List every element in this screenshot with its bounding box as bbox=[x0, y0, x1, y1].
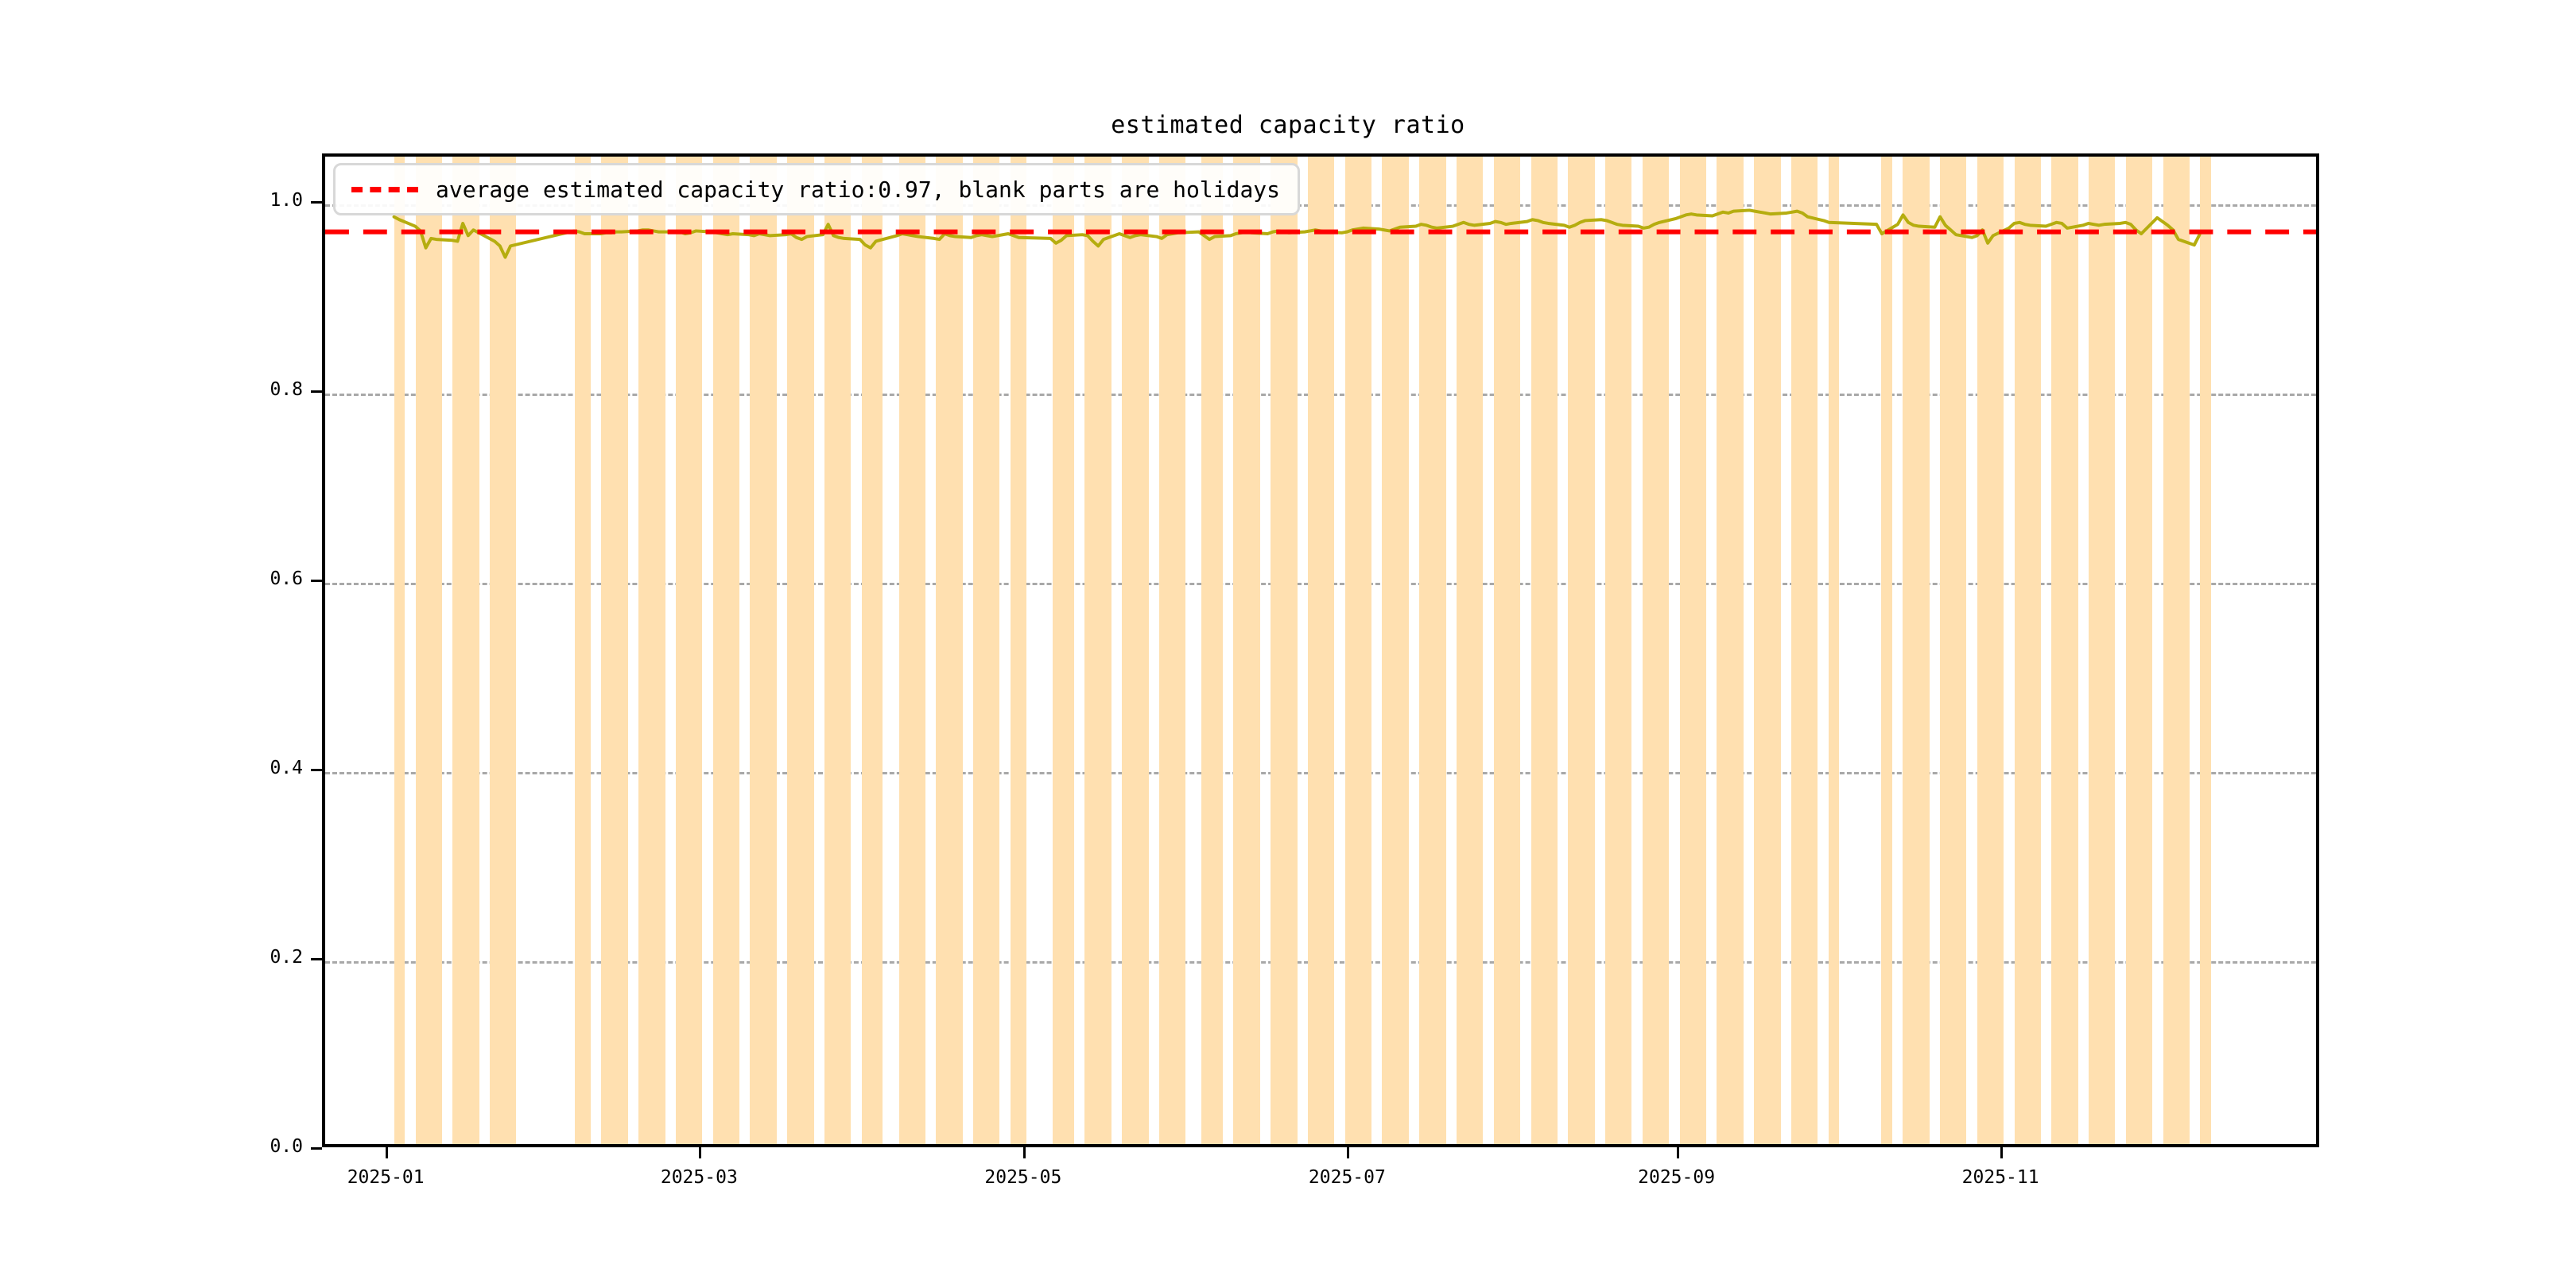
working-period-bar bbox=[1717, 157, 1744, 1144]
x-tick-label: 2025-05 bbox=[984, 1167, 1062, 1188]
working-period-bar bbox=[936, 157, 963, 1144]
working-period-bar bbox=[601, 157, 628, 1144]
y-tick-label: 0.2 bbox=[270, 946, 303, 968]
working-period-bar bbox=[1568, 157, 1595, 1144]
working-period-bar bbox=[1271, 157, 1298, 1144]
working-period-bar bbox=[638, 157, 665, 1144]
working-period-bar bbox=[750, 157, 777, 1144]
working-period-bar bbox=[824, 157, 852, 1144]
y-tick-label: 0.8 bbox=[270, 378, 303, 400]
working-period-bar bbox=[1307, 157, 1335, 1144]
working-period-bar bbox=[1642, 157, 1670, 1144]
x-tick-mark bbox=[1347, 1147, 1350, 1158]
working-period-bar bbox=[2089, 157, 2116, 1144]
working-period-bar bbox=[675, 157, 703, 1144]
y-tick-mark bbox=[311, 200, 322, 204]
working-period-bar bbox=[2051, 157, 2078, 1144]
plot-inner bbox=[325, 157, 2316, 1144]
working-period-bar bbox=[861, 157, 883, 1144]
y-tick-label: 0.0 bbox=[270, 1136, 303, 1157]
working-period-bar bbox=[1881, 157, 1892, 1144]
working-period-bar bbox=[712, 157, 740, 1144]
working-period-bar bbox=[1828, 157, 1840, 1144]
page-title: estimated capacity ratio bbox=[1111, 111, 1465, 139]
working-period-bar bbox=[2200, 157, 2211, 1144]
working-period-bar bbox=[1679, 157, 1706, 1144]
legend-label: average estimated capacity ratio:0.97, b… bbox=[436, 176, 1281, 203]
data-overlay bbox=[325, 208, 2316, 259]
working-period-bar bbox=[1158, 157, 1186, 1144]
working-period-bar bbox=[1201, 157, 1224, 1144]
working-period-bar bbox=[1977, 157, 2004, 1144]
y-tick-mark bbox=[311, 1147, 322, 1150]
working-period-bar bbox=[1233, 157, 1260, 1144]
working-period-bar bbox=[1903, 157, 1930, 1144]
x-tick-label: 2025-01 bbox=[347, 1167, 425, 1188]
x-tick-label: 2025-11 bbox=[1961, 1167, 2039, 1188]
legend[interactable]: average estimated capacity ratio:0.97, b… bbox=[333, 163, 1301, 215]
y-tick-label: 0.4 bbox=[270, 757, 303, 778]
working-period-bar bbox=[787, 157, 814, 1144]
working-period-bar bbox=[1010, 157, 1026, 1144]
x-tick-mark bbox=[1676, 1147, 1679, 1158]
working-period-bar bbox=[1344, 157, 1372, 1144]
x-tick-mark bbox=[699, 1147, 702, 1158]
x-tick-mark bbox=[1022, 1147, 1026, 1158]
working-period-bar bbox=[1419, 157, 1446, 1144]
y-tick-mark bbox=[311, 579, 322, 582]
working-period-bar bbox=[898, 157, 925, 1144]
legend-dashed-line-icon bbox=[351, 186, 418, 192]
working-period-bar bbox=[1122, 157, 1149, 1144]
working-period-bar bbox=[1790, 157, 1818, 1144]
working-period-bar bbox=[2163, 157, 2190, 1144]
working-period-bar bbox=[415, 157, 442, 1144]
working-period-bar bbox=[1382, 157, 1409, 1144]
working-period-bar bbox=[1457, 157, 1484, 1144]
working-period-bar bbox=[575, 157, 592, 1144]
x-tick-mark bbox=[386, 1147, 389, 1158]
x-tick-mark bbox=[2000, 1147, 2004, 1158]
working-period-bar bbox=[1084, 157, 1111, 1144]
x-tick-label: 2025-03 bbox=[660, 1167, 738, 1188]
working-period-bar bbox=[1605, 157, 1632, 1144]
y-tick-mark bbox=[311, 390, 322, 393]
working-period-bar bbox=[1939, 157, 1967, 1144]
working-period-bar bbox=[490, 157, 517, 1144]
x-tick-label: 2025-09 bbox=[1638, 1167, 1716, 1188]
y-tick-label: 0.6 bbox=[270, 568, 303, 589]
working-period-bar bbox=[2125, 157, 2153, 1144]
y-tick-label: 1.0 bbox=[270, 189, 303, 211]
working-period-bar bbox=[973, 157, 1000, 1144]
working-period-bar bbox=[1754, 157, 1781, 1144]
working-period-bar bbox=[1493, 157, 1521, 1144]
working-period-bar bbox=[2014, 157, 2041, 1144]
y-tick-mark bbox=[311, 957, 322, 960]
working-period-bar bbox=[1530, 157, 1558, 1144]
plot-area bbox=[322, 153, 2319, 1147]
y-tick-mark bbox=[311, 768, 322, 771]
working-period-bar bbox=[394, 157, 405, 1144]
working-period-bar bbox=[1053, 157, 1074, 1144]
working-period-bar bbox=[452, 157, 479, 1144]
x-tick-label: 2025-07 bbox=[1308, 1167, 1386, 1188]
